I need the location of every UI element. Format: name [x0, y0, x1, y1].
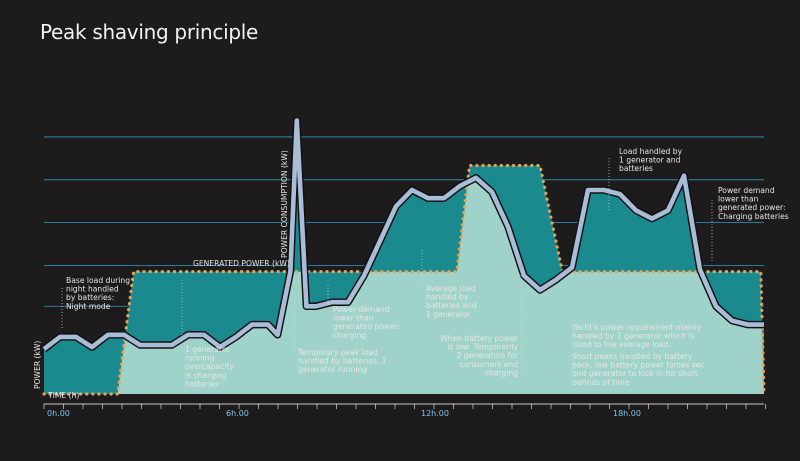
annotation-yacht-requirement: Yacht's power requirement mainly handled …: [571, 323, 702, 349]
difference-area-4: [568, 175, 700, 272]
annotation-power-consumption: POWER CONSUMPTION (kW): [280, 150, 289, 258]
x-tick-label: 18h.00: [613, 409, 641, 418]
difference-area-1: [44, 271, 290, 394]
annotation-night-mode: Base load during night handled by batterie…: [66, 276, 130, 311]
page-title: Peak shaving principle: [40, 20, 258, 44]
annotation-battery-low: When battery power is low: Temporarily 2 g…: [440, 334, 519, 377]
generated-power-series: [42, 163, 766, 396]
annotation-generated-power: GENERATED POWER (kW): [193, 259, 290, 268]
annotation-short-peaks: Short peaks handled by battery pack, low …: [572, 352, 705, 387]
x-tick-label: 6h.00: [226, 409, 249, 418]
difference-area-3: [366, 165, 565, 290]
generated-power-line: [42, 163, 766, 396]
x-tick-label: 12h.00: [421, 409, 449, 418]
y-axis-label: POWER (kW): [33, 341, 42, 389]
annotation-temporary-peak: Temporary peak load handled by batteries,…: [297, 348, 387, 374]
x-tick-label: 0h.00: [47, 409, 70, 418]
axes: 0h.00 6h.00 12h.00 18h.00: [43, 403, 766, 418]
annotation-load-one-generator: Load handled by 1 generator and batteries: [619, 147, 683, 173]
annotation-one-generator: 1 generator running overcapacity is chargin…: [185, 345, 234, 388]
surplus-area: [44, 177, 764, 394]
area-fills: [44, 120, 764, 394]
annotation-lower-than-generated: Power demand lower than generated power: ch…: [333, 305, 401, 340]
x-axis-label: TIME (h): [47, 391, 79, 400]
leader-lines: [61, 158, 713, 372]
annotation-average-load: Average load handled by batteries and 1 gen…: [426, 284, 477, 319]
annotation-charging-batteries: Power demand lower than generated power: Ch…: [718, 186, 789, 221]
power-consumption-series: [42, 118, 764, 351]
consumption-line: [41, 116, 764, 353]
